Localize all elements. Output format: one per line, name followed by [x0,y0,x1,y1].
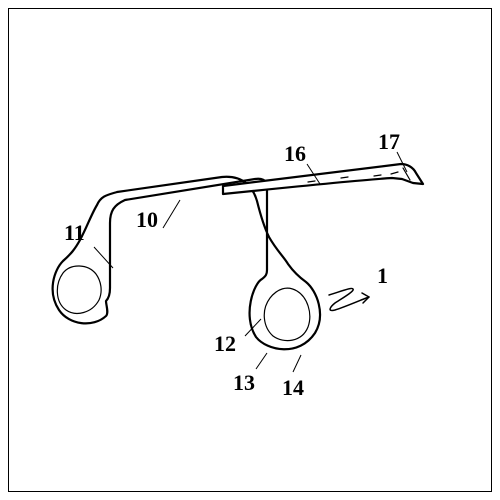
ref-label-1: 1 [377,265,388,287]
drawing-svg [9,9,492,492]
ref-label-11: 11 [64,222,85,244]
ref-label-16: 16 [284,143,306,165]
ref-label-12: 12 [214,333,236,355]
ref-label-10: 10 [136,209,158,231]
ref-label-13: 13 [233,372,255,394]
ref-label-14: 14 [282,377,304,399]
ref-label-17: 17 [378,131,400,153]
figure-frame: 1 10 11 12 13 14 16 17 [8,8,492,492]
